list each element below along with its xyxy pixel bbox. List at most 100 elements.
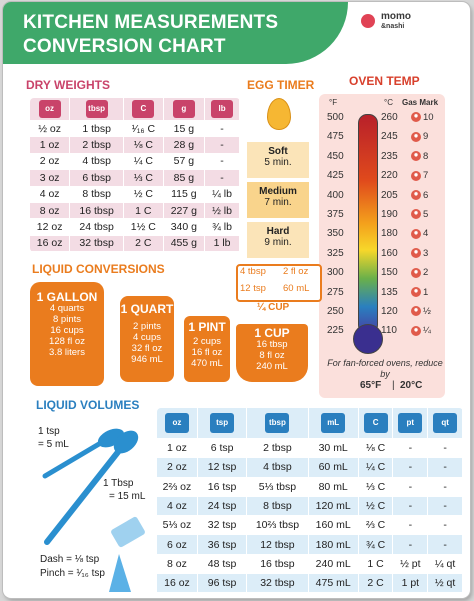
temp-c: 180: [381, 228, 398, 240]
table-cell: 475 mL: [308, 573, 359, 594]
oz-unit-icon: oz: [38, 100, 61, 118]
table-cell: 1 pt: [392, 573, 429, 594]
flame-icon: ✹: [411, 112, 421, 123]
C-unit-icon: C: [363, 413, 388, 433]
table-cell: -: [204, 169, 240, 187]
gas-mark: ✹ 4: [411, 228, 428, 239]
table-cell: ¼ qt: [427, 554, 463, 575]
table-cell: -: [392, 496, 429, 517]
cup-line: 8 fl oz: [259, 350, 285, 361]
table-cell: 1 C: [358, 554, 394, 575]
pint-line: 470 mL: [191, 358, 223, 369]
gallon-line: 3.8 liters: [49, 347, 85, 358]
temp-f: 500: [327, 112, 344, 123]
tbsp-spoon-icon: [113, 430, 139, 454]
gas-mark: ✹ 5: [411, 209, 428, 220]
table-cell: 16 tbsp: [69, 202, 125, 220]
gas-mark: ✹ 1: [411, 287, 428, 298]
quart-line: 2 pints: [133, 321, 161, 332]
egg-option-time: 5 min.: [264, 157, 292, 168]
quarter-cup-ml: 60 mL: [283, 283, 310, 294]
temp-c: 150: [381, 267, 398, 279]
table-cell: 15 g: [163, 120, 206, 138]
gas-mark-value: 4: [423, 228, 429, 240]
table-cell: ⅔ C: [358, 515, 394, 536]
table-cell: 180 mL: [308, 534, 359, 555]
table-row: 6 oz 36 tsp 12 tbsp 180 mL ¾ C--: [157, 534, 463, 555]
pt-unit-icon: pt: [398, 413, 423, 433]
gas-mark-value: 7: [423, 170, 429, 182]
table-cell: ⅓ C: [123, 169, 164, 187]
table-row: ½ oz 1 tbsp ¹⁄₁₆ C 15 g-: [30, 120, 240, 138]
table-cell: 16 tsp: [197, 477, 248, 497]
tsp-equivalent: = 5 mL: [38, 439, 69, 450]
flame-icon: ✹: [411, 306, 421, 317]
oven-temp-panel: [319, 94, 445, 398]
gas-mark-value: 3: [423, 247, 429, 259]
gallon-line: 128 fl oz: [49, 336, 85, 347]
gas-mark: ✹ 6: [411, 190, 428, 201]
flame-icon: ✹: [411, 248, 421, 259]
cup-lines: 16 tbsp 8 fl oz 240 mL: [236, 339, 308, 372]
quart-line: 4 cups: [133, 332, 161, 343]
table-cell: 12 tbsp: [246, 534, 309, 555]
table-cell: -: [392, 457, 429, 478]
gallon-title: 1 GALLON: [36, 290, 98, 304]
table-row: 1 oz 6 tsp 2 tbsp 30 mL ⅛ C--: [157, 438, 463, 459]
temp-c: 205: [381, 189, 398, 201]
tsp-note: 1 tsp: [38, 426, 60, 437]
table-cell: 12 tsp: [197, 457, 248, 478]
measuring-spoons-illustration: [42, 428, 145, 592]
title-line-1: KITCHEN MEASUREMENTS: [23, 12, 279, 33]
gallon-line: 16 cups: [50, 325, 84, 336]
tbsp-equivalent: = 15 mL: [109, 491, 146, 502]
gas-mark-value: 8: [423, 150, 429, 162]
cup-title: 1 CUP: [254, 326, 290, 340]
table-cell: 32 tsp: [197, 515, 248, 536]
temp-f: 275: [327, 286, 344, 298]
table-cell: 5⅓ oz: [157, 515, 198, 536]
flame-icon: ✹: [411, 131, 421, 142]
quarter-cup-tsp: 12 tsp: [240, 283, 266, 294]
temp-c: 120: [381, 306, 398, 317]
quart-lines: 2 pints 4 cups 32 fl oz 946 mL: [120, 321, 174, 365]
table-cell: 227 g: [163, 202, 206, 220]
header-banner: KITCHEN MEASUREMENTS CONVERSION CHART: [3, 2, 348, 64]
table-cell: ¼ C: [123, 153, 164, 171]
table-cell: -: [392, 438, 429, 459]
egg-timer-title: EGG TIMER: [247, 78, 315, 92]
table-cell: 1½ C: [123, 218, 164, 236]
mL-unit-icon: mL: [321, 413, 346, 433]
table-row: 5⅓ oz 32 tsp 10⅔ tbsp 160 mL ⅔ C--: [157, 515, 463, 536]
tbsp-unit-icon: tbsp: [85, 100, 108, 118]
temp-f: 325: [327, 247, 344, 259]
table-cell: 16 oz: [157, 573, 198, 594]
table-cell: 96 tsp: [197, 573, 248, 594]
table-cell: 2 tbsp: [246, 438, 309, 459]
table-row: 32 oz192 tsp64 tbsp950 mL4 C2 pt1 qt: [157, 592, 463, 598]
flame-icon: ✹: [411, 287, 421, 298]
temp-c: 190: [381, 209, 398, 220]
table-cell: -: [392, 515, 429, 536]
table-cell: ¾ lb: [204, 218, 240, 236]
table-cell: 28 g: [163, 136, 206, 154]
table-cell: 32 oz: [157, 592, 198, 598]
brand-line-2: &nashi: [381, 23, 405, 30]
table-cell: 1 tbsp: [69, 120, 125, 138]
temp-f: 475: [327, 131, 344, 143]
table-cell: 6 tbsp: [69, 169, 125, 187]
table-cell: 32 tbsp: [69, 235, 125, 253]
gas-mark: ✹ 7: [411, 170, 428, 181]
table-cell: 8 oz: [30, 202, 71, 220]
peach-icon: [361, 14, 375, 28]
table-cell: 2 oz: [30, 153, 71, 171]
table-cell: -: [204, 136, 240, 154]
temp-f: 225: [327, 325, 344, 337]
table-cell: 455 g: [163, 235, 206, 253]
